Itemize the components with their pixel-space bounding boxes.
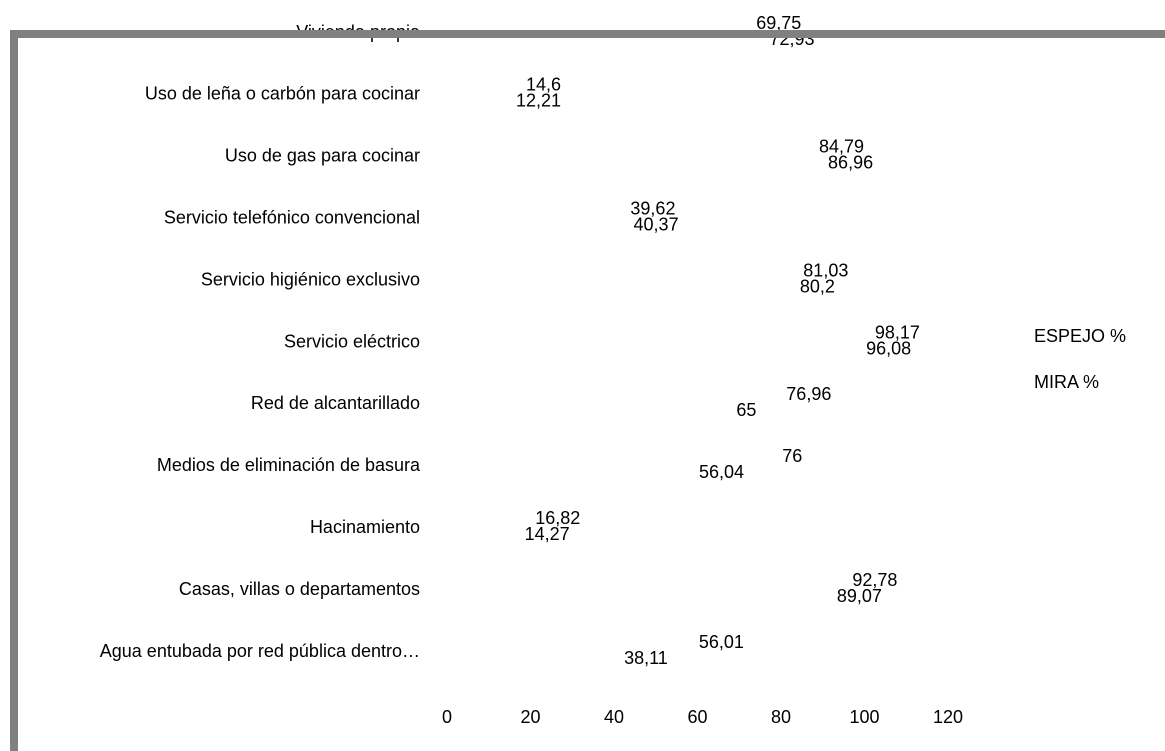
data-label: 86,96 [828, 153, 873, 173]
bar [447, 204, 612, 216]
legend-label: ESPEJO % [1034, 326, 1126, 346]
bar [447, 96, 498, 108]
bar [447, 591, 819, 603]
bar [447, 405, 718, 417]
bar [447, 467, 681, 479]
data-label: 16,82 [535, 508, 580, 528]
data-label: 56,01 [699, 632, 744, 652]
data-label: 14,6 [526, 75, 561, 95]
bar [447, 266, 785, 278]
x-tick-label: 100 [849, 707, 879, 727]
x-tick-label: 60 [687, 707, 707, 727]
bar [447, 158, 810, 170]
bar [447, 389, 768, 401]
legend-label: MIRA % [1034, 372, 1099, 392]
data-label: 84,79 [819, 137, 864, 157]
category-label: Servicio eléctrico [284, 331, 420, 351]
data-label: 65 [736, 400, 756, 420]
bar [447, 513, 517, 525]
category-label: Servicio higiénico exclusivo [201, 269, 420, 289]
bar [447, 328, 857, 340]
category-label: Uso de gas para cocinar [225, 146, 420, 166]
x-tick-label: 0 [442, 707, 452, 727]
x-tick-label: 80 [771, 707, 791, 727]
category-label: Casas, villas o departamentos [179, 579, 420, 599]
x-tick-label: 40 [604, 707, 624, 727]
data-label: 76 [782, 446, 802, 466]
data-label: 80,2 [800, 276, 835, 296]
data-label: 38,11 [624, 648, 668, 668]
category-label: Uso de leña o carbón para cocinar [145, 84, 420, 104]
bar [447, 282, 782, 294]
data-label: 14,27 [525, 524, 570, 544]
bar [447, 80, 508, 92]
data-label: 40,37 [634, 214, 679, 234]
data-label: 96,08 [866, 338, 911, 358]
bar [447, 529, 507, 541]
category-label: Hacinamiento [310, 517, 420, 537]
data-label: 69,75 [756, 13, 801, 33]
data-label: 39,62 [630, 198, 675, 218]
data-label: 98,17 [875, 322, 920, 342]
frame-left [10, 30, 18, 751]
data-label: 56,04 [699, 462, 744, 482]
data-label: 81,03 [803, 260, 848, 280]
data-label: 92,78 [852, 570, 897, 590]
category-label: Medios de eliminación de basura [157, 455, 421, 475]
x-tick-label: 20 [520, 707, 540, 727]
bar [447, 653, 606, 665]
bar [447, 575, 834, 587]
data-label: 89,07 [837, 586, 882, 606]
frame-top [10, 30, 1165, 38]
category-label: Servicio telefónico convencional [164, 207, 420, 227]
bar [447, 142, 801, 154]
category-label: Red de alcantarillado [251, 393, 420, 413]
data-label: 76,96 [786, 384, 831, 404]
bar [447, 344, 848, 356]
category-label: Agua entubada por red pública dentro… [100, 641, 420, 661]
x-tick-label: 120 [933, 707, 963, 727]
bar [447, 18, 738, 30]
bar [447, 220, 616, 232]
data-label: 12,21 [516, 91, 561, 111]
